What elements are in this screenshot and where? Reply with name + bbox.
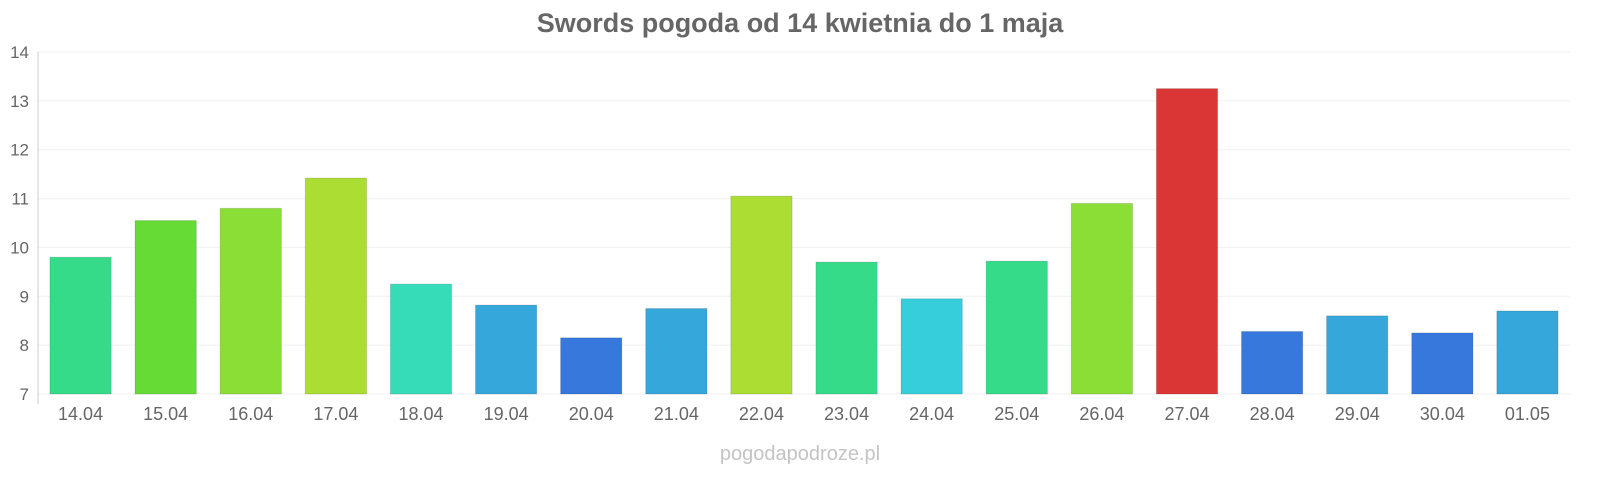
bar-22.04 (730, 195, 793, 395)
x-tick-label: 15.04 (143, 404, 188, 424)
y-axis-ticks: 7 8 9 10 11 12 13 14 (10, 43, 29, 404)
x-tick-label: 19.04 (484, 404, 529, 424)
x-tick-label: 27.04 (1164, 404, 1209, 424)
x-tick-label: 01.05 (1505, 404, 1550, 424)
bar-25.04 (985, 260, 1048, 395)
bar-17.04 (304, 177, 368, 395)
bar-23.04 (815, 261, 878, 395)
y-tick-label: 10 (10, 238, 29, 257)
x-tick-label: 22.04 (739, 404, 784, 424)
bar-29.04 (1326, 315, 1389, 395)
x-axis-ticks: 14.04 15.04 16.04 17.04 18.04 19.04 20.04 21.04… (58, 404, 1550, 424)
x-tick-label: 21.04 (654, 404, 699, 424)
bar-28.04 (1240, 330, 1304, 395)
x-tick-label: 25.04 (994, 404, 1039, 424)
y-tick-label: 8 (20, 336, 29, 355)
x-tick-label: 26.04 (1079, 404, 1124, 424)
bar-14.04 (49, 256, 112, 395)
x-tick-label: 29.04 (1335, 404, 1380, 424)
x-tick-label: 28.04 (1250, 404, 1295, 424)
x-tick-label: 24.04 (909, 404, 954, 424)
x-tick-label: 17.04 (313, 404, 358, 424)
y-tick-label: 11 (11, 190, 29, 209)
bar-30.04 (1411, 332, 1474, 395)
watermark: pogodapodroze.pl (720, 443, 880, 465)
bar-26.04 (1070, 202, 1134, 395)
bar-18.04 (389, 283, 453, 395)
chart-title: Swords pogoda od 14 kwietnia do 1 maja (537, 8, 1065, 38)
x-tick-label: 16.04 (228, 404, 273, 424)
y-tick-label: 14 (10, 43, 29, 62)
y-tick-label: 13 (10, 92, 29, 111)
bar-19.04 (474, 304, 538, 395)
bar-27.04 (1155, 88, 1219, 395)
x-tick-label: 30.04 (1420, 404, 1465, 424)
x-tick-label: 23.04 (824, 404, 869, 424)
y-tick-label: 9 (20, 287, 29, 306)
bars (49, 88, 1559, 395)
bar-21.04 (645, 308, 708, 395)
bar-16.04 (219, 207, 282, 395)
x-tick-label: 20.04 (569, 404, 614, 424)
y-tick-label: 7 (20, 385, 29, 404)
bar-15.04 (134, 220, 197, 395)
x-tick-label: 18.04 (398, 404, 443, 424)
bar-24.04 (900, 298, 963, 395)
gridlines (38, 51, 1570, 395)
y-tick-label: 12 (10, 141, 29, 160)
x-tick-label: 14.04 (58, 404, 103, 424)
bar-01.05 (1496, 310, 1559, 395)
bar-20.04 (560, 337, 623, 395)
